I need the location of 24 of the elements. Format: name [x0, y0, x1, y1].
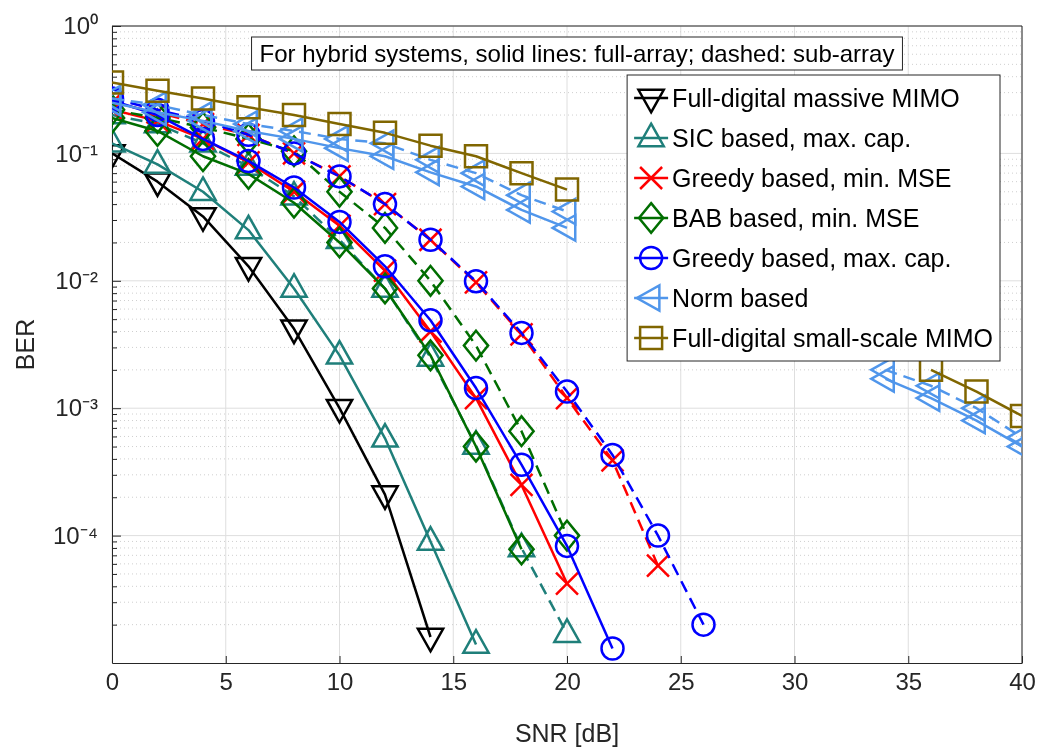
y-tick-label: 10⁻¹ [55, 139, 99, 167]
x-axis-title: SNR [dB] [514, 719, 620, 747]
legend-label: Greedy based, max. cap. [672, 244, 952, 272]
y-tick-label: 10⁻⁴ [52, 521, 98, 549]
y-tick-label: 10⁻³ [55, 394, 99, 422]
legend-label: Full-digital small-scale MIMO [672, 324, 993, 352]
y-tick-label: 10⁻² [55, 266, 99, 294]
legend-label: SIC based, max. cap. [672, 124, 912, 152]
x-tick-label: 10 [326, 668, 354, 696]
legend-label: Greedy based, min. MSE [672, 164, 952, 192]
x-tick-label: 25 [667, 668, 695, 696]
x-tick-label: 5 [219, 668, 233, 696]
annotation: For hybrid systems, solid lines: full-array; dashed: sub-array [259, 40, 895, 67]
legend-label: Full-digital massive MIMO [672, 84, 960, 112]
legend-label: BAB based, min. MSE [672, 204, 920, 232]
x-tick-label: 35 [895, 668, 923, 696]
x-tick-label: 15 [440, 668, 468, 696]
y-axis-title: BER [11, 318, 39, 371]
x-tick-label: 20 [554, 668, 581, 696]
x-tick-label: 0 [105, 668, 120, 696]
y-tick-label: 10⁰ [63, 12, 98, 40]
x-tick-label: 30 [781, 668, 809, 696]
x-tick-label: 40 [1009, 668, 1036, 696]
legend-label: Norm based [672, 284, 809, 312]
